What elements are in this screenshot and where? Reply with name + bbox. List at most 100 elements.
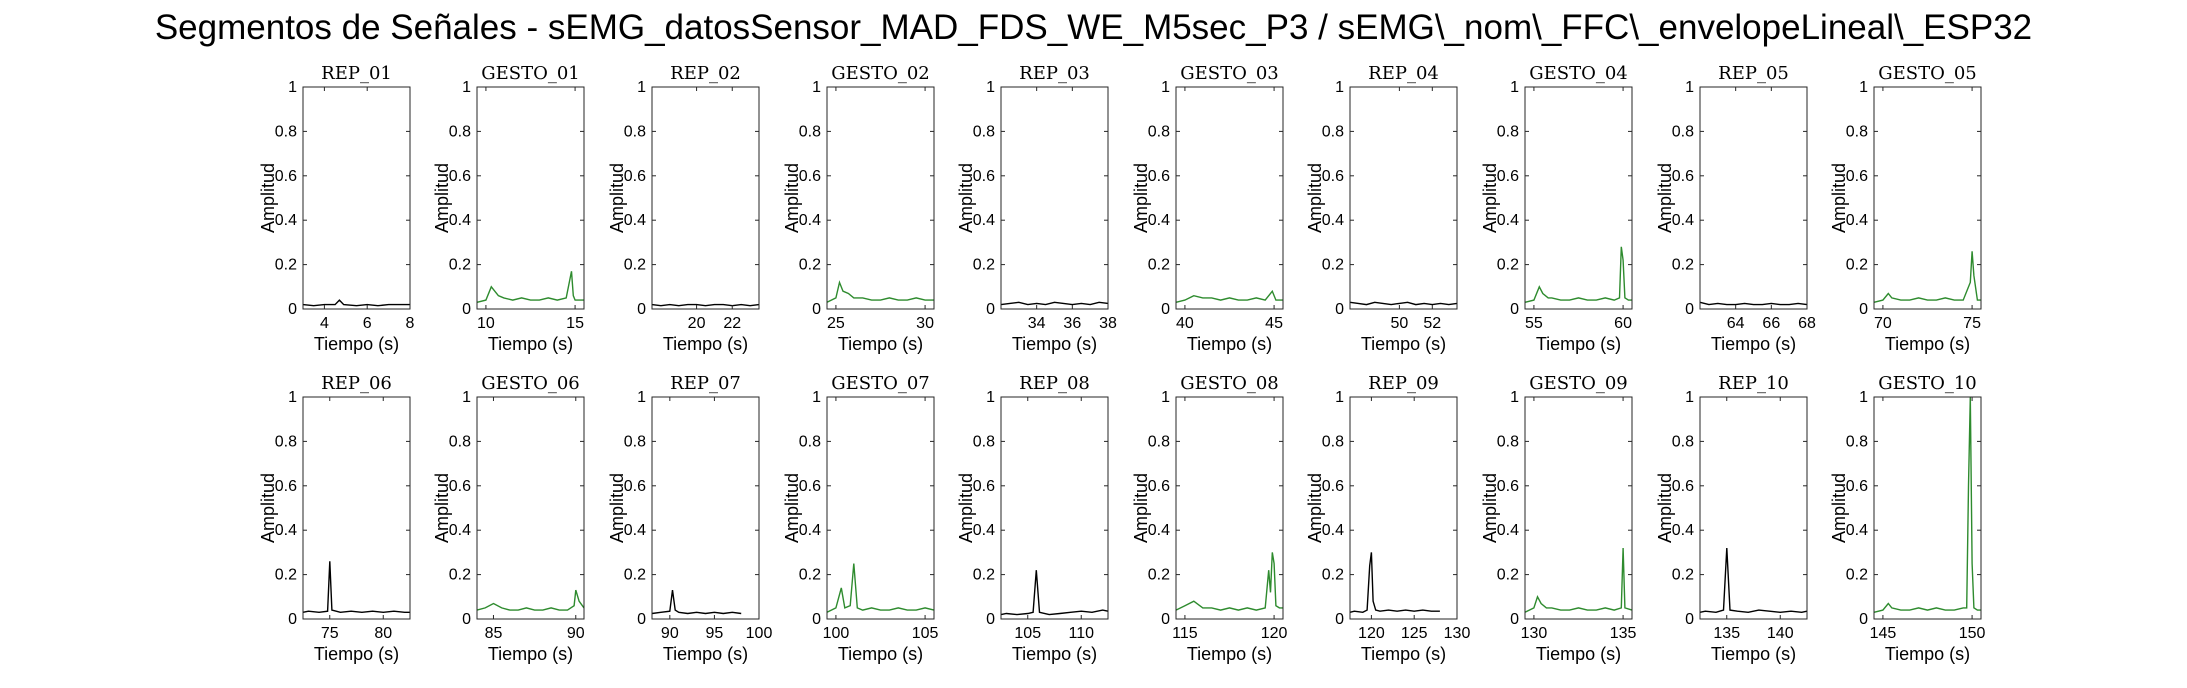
- x-tick-label: 110: [1068, 625, 1094, 642]
- y-tick-label: 0.6: [275, 478, 297, 495]
- y-tick-label: 0: [1685, 611, 1694, 628]
- y-tick-label: 0.4: [1322, 522, 1344, 539]
- axes-box: [826, 86, 935, 310]
- y-axis-label: Amplitud: [1131, 163, 1151, 233]
- subplot-gesto-03: GESTO_03 0 0.2 0.4 0.6 0.8 1 40 45 Tiempo (s) Ampl…: [1131, 63, 1284, 354]
- x-axis-label: Tiempo (s): [1012, 334, 1097, 354]
- y-tick-label: 0.2: [624, 257, 646, 274]
- y-tick-label: 1: [1685, 79, 1694, 96]
- y-tick-label: 0.2: [1672, 567, 1694, 584]
- x-tick-label: 34: [1028, 315, 1046, 332]
- series-line: [1175, 289, 1283, 303]
- subplot-title: GESTO_07: [831, 373, 930, 394]
- axes-box: [1349, 396, 1458, 620]
- y-tick-label: 1: [1510, 79, 1519, 96]
- x-tick-label: 30: [916, 315, 934, 332]
- y-axis-label: Amplitud: [607, 473, 627, 543]
- x-tick-label: 20: [688, 315, 706, 332]
- y-tick-label: 0.4: [973, 212, 995, 229]
- series-line: [1873, 396, 1981, 613]
- y-tick-label: 0.8: [1672, 123, 1694, 140]
- y-tick-label: 0.4: [1322, 212, 1344, 229]
- y-tick-label: 1: [1161, 79, 1170, 96]
- x-tick-label: 60: [1614, 315, 1632, 332]
- y-tick-label: 0.6: [449, 168, 471, 185]
- axes-box: [1000, 396, 1109, 620]
- y-tick-label: 0: [1859, 611, 1868, 628]
- y-tick-label: 0.8: [1846, 433, 1868, 450]
- y-axis-label: Amplitud: [1305, 473, 1325, 543]
- x-tick-label: 100: [746, 625, 773, 642]
- subplot-gesto-07: GESTO_07 0 0.2 0.4 0.6 0.8 1 100 105 Tiempo (s) Am…: [782, 373, 939, 664]
- y-tick-label: 0.4: [973, 522, 995, 539]
- subplot-gesto-09: GESTO_09 0 0.2 0.4 0.6 0.8 1 130 135 Tiempo (s) Am…: [1480, 373, 1637, 664]
- y-tick-label: 0.6: [1497, 478, 1519, 495]
- y-tick-label: 0.8: [449, 433, 471, 450]
- x-tick-label: 8: [406, 315, 415, 332]
- x-tick-label: 135: [1713, 625, 1740, 642]
- y-axis-label: Amplitud: [1655, 473, 1675, 543]
- series-line: [651, 590, 742, 615]
- y-tick-label: 0.8: [799, 433, 821, 450]
- y-tick-label: 0.2: [1322, 257, 1344, 274]
- subplot-title: REP_08: [1019, 373, 1090, 394]
- y-tick-label: 0.4: [449, 212, 471, 229]
- y-tick-label: 0.6: [449, 478, 471, 495]
- x-tick-label: 66: [1762, 315, 1780, 332]
- y-tick-label: 0.2: [1148, 567, 1170, 584]
- series-line: [1524, 246, 1632, 303]
- subplot-rep-06: REP_06 0 0.2 0.4 0.6 0.8 1 75 80 Tiempo (s) Amplit…: [258, 373, 411, 664]
- x-tick-label: 145: [1870, 625, 1897, 642]
- y-tick-label: 0.6: [1322, 168, 1344, 185]
- x-axis-label: Tiempo (s): [488, 644, 573, 664]
- subplot-title: REP_09: [1368, 373, 1439, 394]
- x-axis-label: Tiempo (s): [1361, 334, 1446, 354]
- y-tick-label: 0.8: [1148, 433, 1170, 450]
- axes-box: [302, 86, 411, 310]
- x-axis-label: Tiempo (s): [1711, 644, 1796, 664]
- subplot-title: REP_10: [1718, 373, 1789, 394]
- axes-box: [1699, 396, 1808, 620]
- y-axis-label: Amplitud: [1829, 473, 1849, 543]
- x-tick-label: 68: [1798, 315, 1816, 332]
- y-tick-label: 0.6: [973, 478, 995, 495]
- y-tick-label: 0: [986, 301, 995, 318]
- y-tick-label: 0.2: [799, 257, 821, 274]
- y-tick-label: 0.2: [275, 567, 297, 584]
- y-tick-label: 0.6: [1322, 478, 1344, 495]
- y-tick-label: 0.2: [449, 257, 471, 274]
- y-tick-label: 0.2: [973, 257, 995, 274]
- subplot-rep-04: REP_04 0 0.2 0.4 0.6 0.8 1 50 52 Tiempo (s) Amplit…: [1305, 63, 1458, 354]
- x-axis-label: Tiempo (s): [314, 334, 399, 354]
- y-tick-label: 0.2: [1148, 257, 1170, 274]
- x-tick-label: 75: [321, 625, 339, 642]
- y-tick-label: 0.4: [1672, 522, 1694, 539]
- y-tick-label: 0.4: [1497, 212, 1519, 229]
- y-tick-label: 1: [1510, 389, 1519, 406]
- x-axis-label: Tiempo (s): [663, 334, 748, 354]
- y-tick-label: 0.8: [973, 123, 995, 140]
- x-tick-label: 120: [1261, 625, 1288, 642]
- x-tick-label: 75: [1963, 315, 1981, 332]
- x-tick-label: 130: [1444, 625, 1471, 642]
- y-axis-label: Amplitud: [1480, 163, 1500, 233]
- y-tick-label: 0.6: [1148, 168, 1170, 185]
- series-line: [826, 563, 935, 613]
- subplot-title: REP_01: [321, 63, 392, 84]
- y-tick-label: 0: [1335, 301, 1344, 318]
- subplot-title: GESTO_01: [481, 63, 580, 84]
- y-tick-label: 0.4: [1497, 522, 1519, 539]
- x-axis-label: Tiempo (s): [1536, 644, 1621, 664]
- y-tick-label: 0: [462, 611, 471, 628]
- series-line: [1873, 251, 1981, 303]
- y-tick-label: 0.6: [1148, 478, 1170, 495]
- x-tick-label: 125: [1401, 625, 1428, 642]
- subplot-title: REP_06: [321, 373, 392, 394]
- y-tick-label: 0: [1859, 301, 1868, 318]
- x-tick-label: 105: [912, 625, 939, 642]
- y-tick-label: 0.2: [1846, 567, 1868, 584]
- subplot-rep-07: REP_07 0 0.2 0.4 0.6 0.8 1 90 95 100 Tiempo (s) Amp…: [607, 373, 772, 664]
- figure-title: Segmentos de Señales - sEMG_datosSensor_…: [154, 8, 2033, 47]
